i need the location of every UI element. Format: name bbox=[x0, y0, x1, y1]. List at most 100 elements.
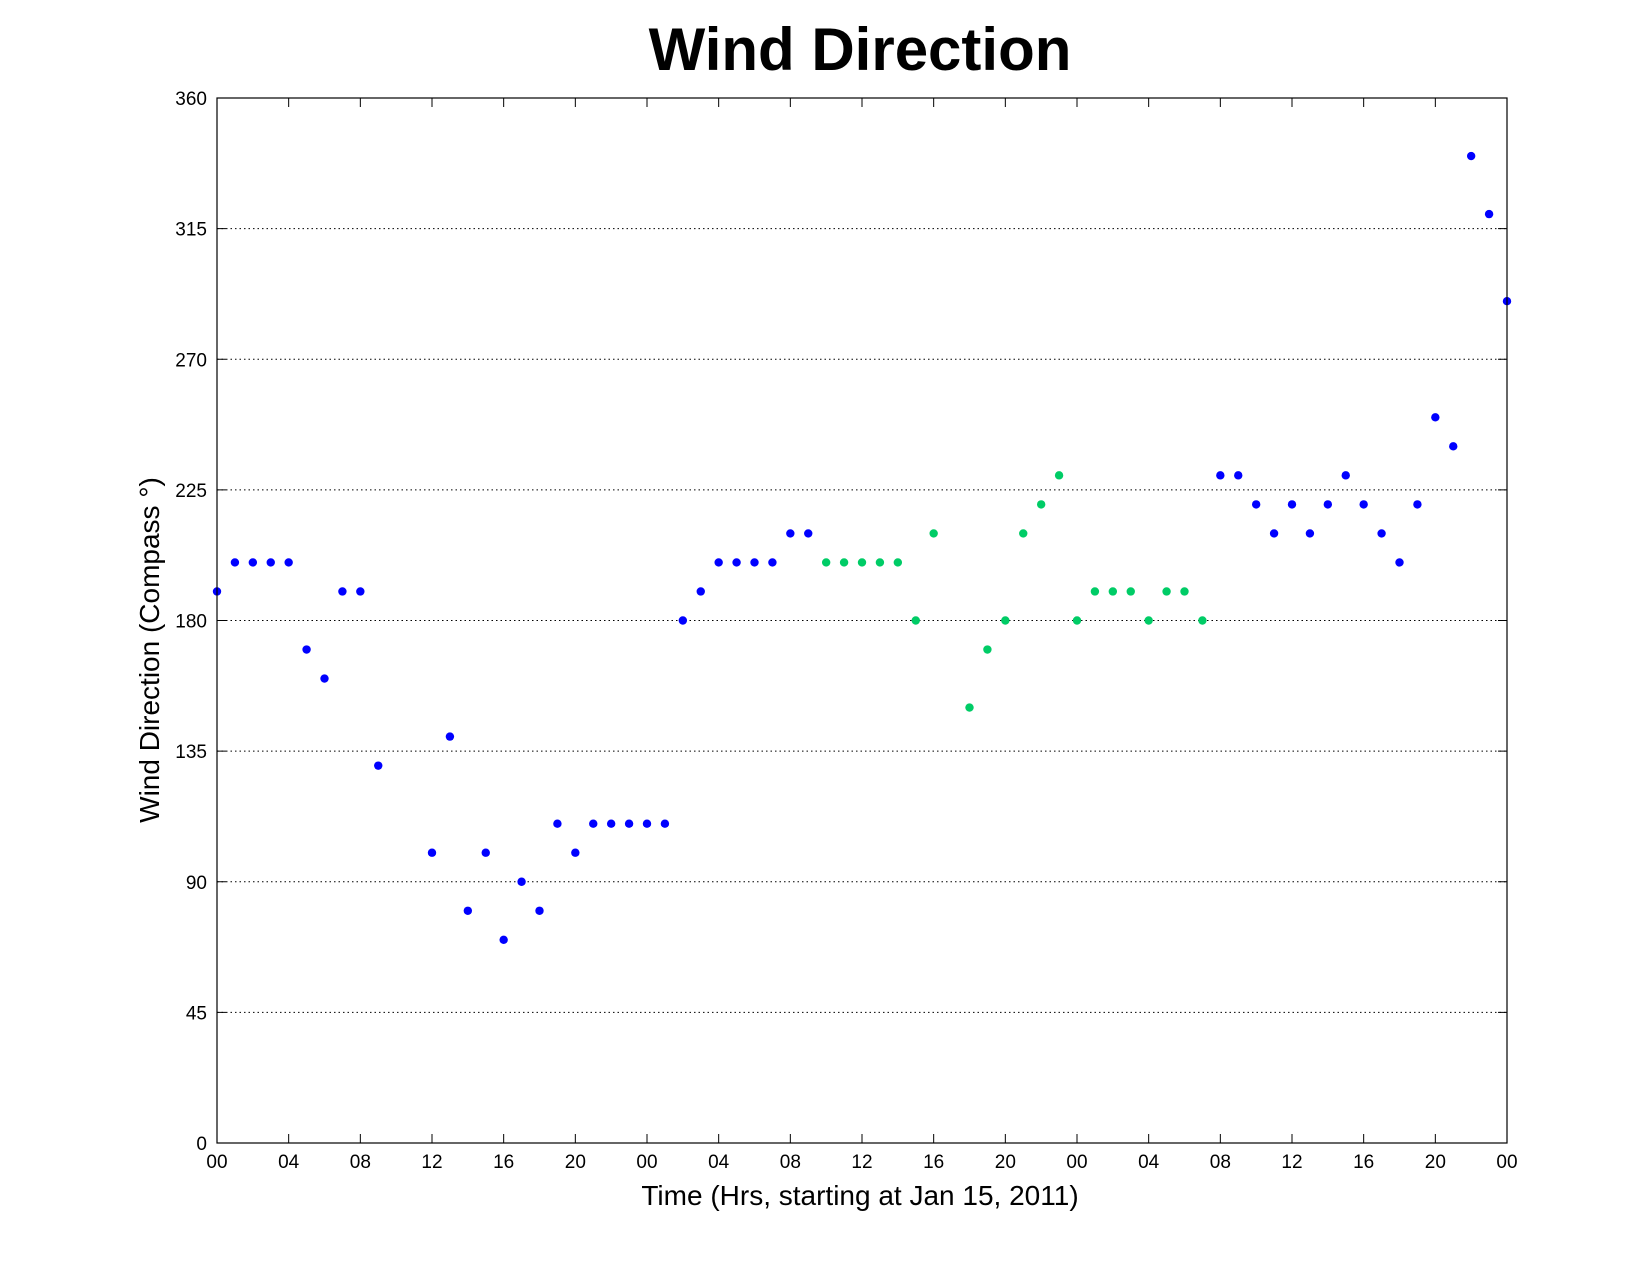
data-point bbox=[804, 529, 813, 538]
data-point bbox=[606, 819, 616, 828]
data-point bbox=[624, 819, 634, 828]
x-tick-label: 08 bbox=[1210, 1152, 1231, 1173]
x-axis-label: Time (Hrs, starting at Jan 15, 2011) bbox=[641, 1180, 1078, 1211]
data-point bbox=[857, 558, 867, 567]
y-tick-label: 180 bbox=[175, 612, 207, 633]
data-point bbox=[1269, 529, 1279, 538]
data-point bbox=[248, 558, 258, 567]
data-point bbox=[517, 877, 526, 886]
data-point bbox=[1287, 500, 1297, 509]
data-point bbox=[1251, 500, 1261, 509]
data-point bbox=[535, 906, 544, 915]
data-point bbox=[642, 819, 652, 828]
data-point bbox=[1323, 500, 1333, 509]
data-point bbox=[1305, 529, 1315, 538]
x-tick-label: 20 bbox=[1425, 1152, 1446, 1173]
y-tick-label: 135 bbox=[175, 742, 207, 763]
x-tick-label: 00 bbox=[636, 1152, 657, 1173]
data-point bbox=[1234, 471, 1243, 480]
data-point bbox=[678, 616, 688, 625]
x-tick-label: 12 bbox=[1281, 1152, 1302, 1173]
data-point bbox=[786, 529, 795, 538]
data-point bbox=[1162, 587, 1171, 596]
x-tick-label: 12 bbox=[851, 1152, 872, 1173]
data-point bbox=[553, 819, 562, 828]
x-tick-label: 00 bbox=[1496, 1152, 1517, 1173]
data-point bbox=[1216, 471, 1225, 480]
x-tick-label: 08 bbox=[780, 1152, 801, 1173]
data-point bbox=[893, 558, 903, 567]
data-point bbox=[463, 906, 473, 915]
x-tick-label: 16 bbox=[1353, 1152, 1374, 1173]
y-tick-label: 225 bbox=[175, 481, 207, 502]
data-point bbox=[660, 819, 670, 828]
data-point bbox=[875, 558, 885, 567]
data-point bbox=[1449, 442, 1458, 451]
chart-title: Wind Direction bbox=[649, 16, 1072, 83]
data-point bbox=[1180, 587, 1189, 596]
data-point bbox=[1036, 500, 1046, 509]
data-point bbox=[266, 558, 275, 567]
data-point bbox=[1431, 413, 1440, 422]
data-point bbox=[284, 558, 293, 567]
data-point bbox=[983, 645, 992, 654]
data-point bbox=[320, 674, 329, 683]
data-point bbox=[821, 558, 831, 567]
x-tick-label: 00 bbox=[1066, 1152, 1087, 1173]
x-tick-label: 12 bbox=[421, 1152, 442, 1173]
data-point bbox=[1198, 616, 1207, 625]
data-points bbox=[212, 151, 1512, 945]
data-point bbox=[1108, 587, 1118, 596]
y-tick-label: 315 bbox=[175, 220, 207, 241]
data-point bbox=[1126, 587, 1135, 596]
axis-ticks: 0 45 90 135 180 225 270 315 360 00 04 08 12 16 20 00 04 0… bbox=[175, 89, 1517, 1173]
data-point bbox=[1413, 500, 1422, 509]
data-point bbox=[427, 848, 437, 857]
x-tick-label: 20 bbox=[565, 1152, 586, 1173]
x-tick-label: 08 bbox=[350, 1152, 371, 1173]
data-point bbox=[1019, 529, 1028, 538]
y-tick-label: 270 bbox=[175, 350, 207, 371]
y-axis-label: Wind Direction (Compass °) bbox=[134, 477, 165, 823]
data-point bbox=[1359, 500, 1368, 509]
x-tick-label: 16 bbox=[923, 1152, 944, 1173]
data-point bbox=[1395, 558, 1404, 567]
data-point bbox=[1341, 471, 1350, 480]
data-point bbox=[750, 558, 759, 567]
data-point bbox=[374, 761, 383, 770]
data-point bbox=[445, 732, 455, 741]
data-point bbox=[696, 587, 705, 596]
data-point bbox=[1001, 616, 1010, 625]
data-point bbox=[356, 587, 365, 596]
data-point bbox=[1144, 616, 1153, 625]
data-point bbox=[1377, 529, 1386, 538]
data-point bbox=[839, 558, 849, 567]
data-point bbox=[571, 848, 580, 857]
data-point bbox=[499, 935, 508, 945]
data-point bbox=[481, 848, 490, 857]
plot-area-frame bbox=[216, 97, 1508, 1144]
y-tick-label: 90 bbox=[186, 873, 207, 894]
x-tick-label: 04 bbox=[1138, 1152, 1160, 1173]
data-point bbox=[768, 558, 777, 567]
data-point bbox=[338, 587, 347, 596]
grid bbox=[217, 228, 1507, 1013]
x-tick-label: 16 bbox=[493, 1152, 514, 1173]
data-point bbox=[911, 616, 920, 625]
data-point bbox=[230, 558, 240, 567]
data-point bbox=[589, 819, 598, 828]
data-point bbox=[1054, 471, 1064, 480]
data-point bbox=[1466, 151, 1476, 161]
x-tick-label: 04 bbox=[708, 1152, 730, 1173]
data-point bbox=[1484, 209, 1494, 219]
data-point bbox=[302, 645, 311, 654]
y-tick-label: 45 bbox=[186, 1003, 207, 1024]
data-point bbox=[714, 558, 723, 567]
data-point bbox=[965, 703, 974, 712]
y-tick-label: 0 bbox=[196, 1134, 207, 1155]
x-tick-label: 20 bbox=[995, 1152, 1016, 1173]
x-tick-label: 04 bbox=[278, 1152, 300, 1173]
y-tick-label: 360 bbox=[175, 89, 207, 110]
